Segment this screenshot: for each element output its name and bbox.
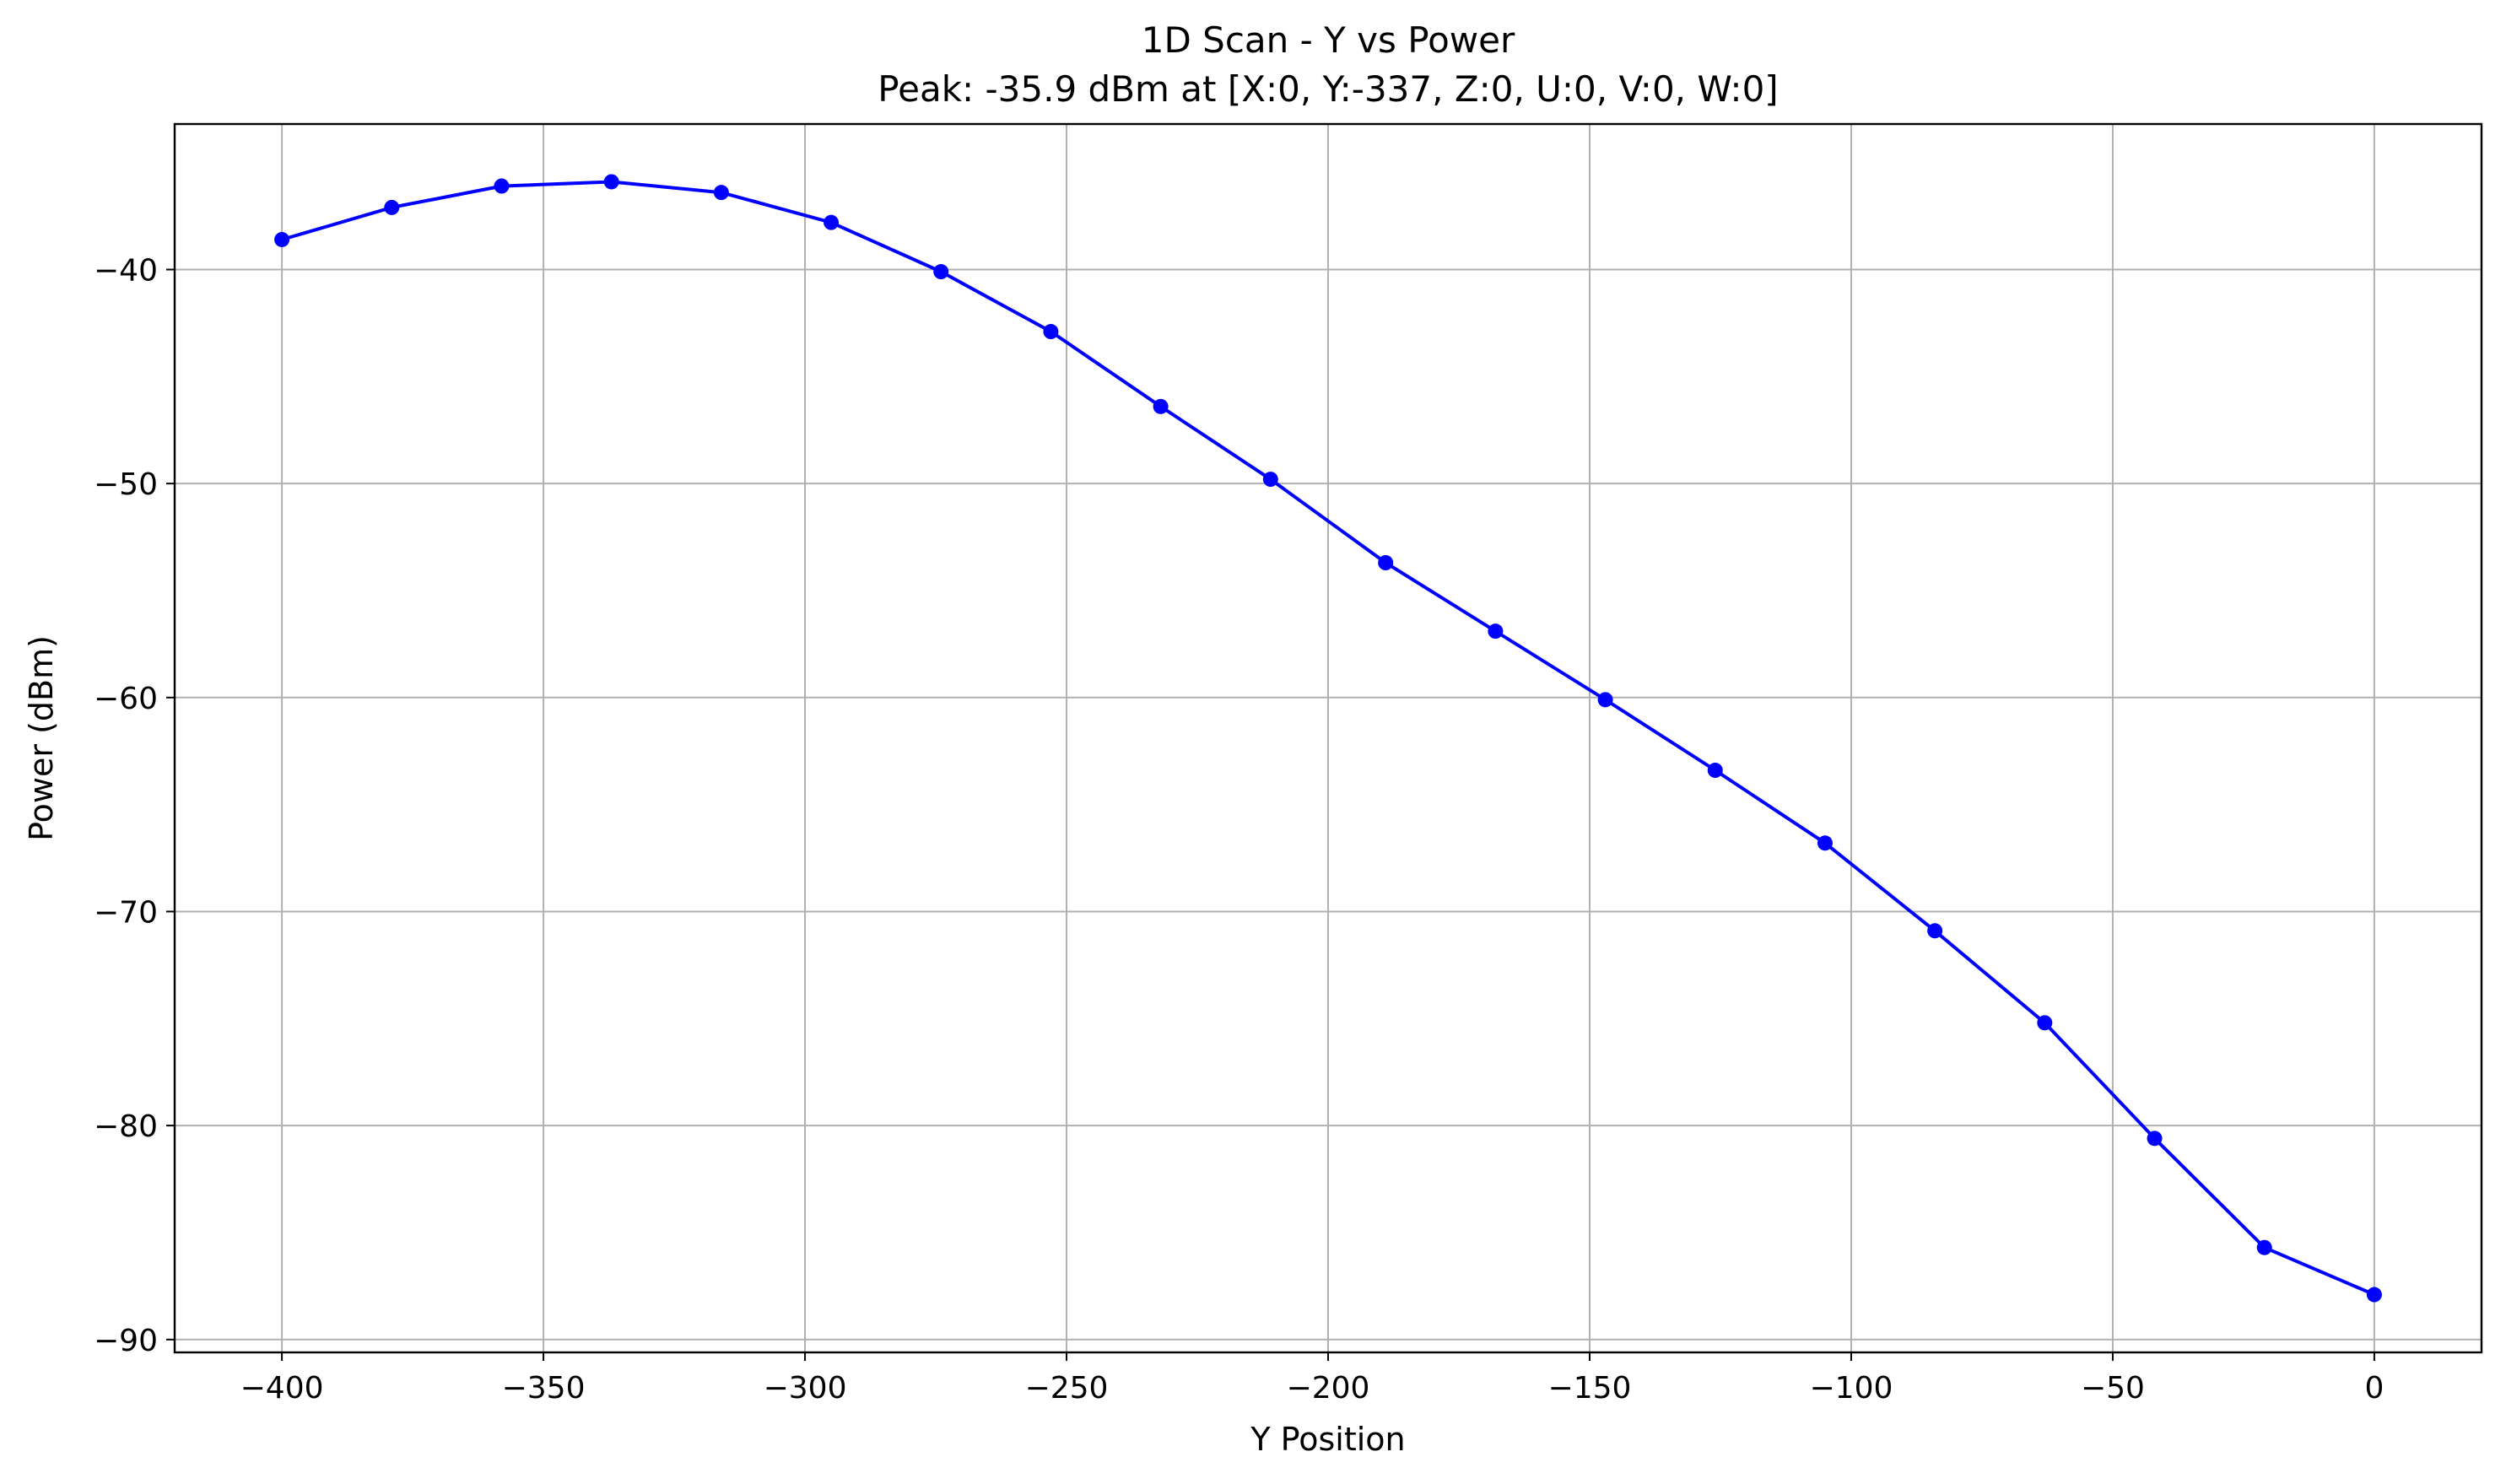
data-point bbox=[274, 231, 290, 247]
data-point bbox=[933, 264, 949, 280]
data-point bbox=[1043, 324, 1059, 340]
y-tick-label: −50 bbox=[94, 467, 158, 502]
data-point bbox=[1153, 398, 1169, 414]
data-point bbox=[2366, 1287, 2382, 1303]
data-point bbox=[1488, 623, 1504, 639]
y-axis-label: Power (dBm) bbox=[23, 635, 60, 841]
y-tick-label: −70 bbox=[94, 895, 158, 930]
data-point bbox=[824, 214, 840, 230]
data-series bbox=[274, 174, 2382, 1303]
x-tick-label: 0 bbox=[2364, 1371, 2384, 1406]
data-point bbox=[713, 185, 729, 201]
x-tick-label: −300 bbox=[764, 1371, 847, 1406]
data-point bbox=[2147, 1131, 2163, 1147]
x-tick-label: −150 bbox=[1548, 1371, 1632, 1406]
data-point bbox=[1262, 472, 1278, 488]
data-point bbox=[2037, 1015, 2053, 1031]
x-tick-label: −200 bbox=[1287, 1371, 1370, 1406]
data-point bbox=[494, 178, 510, 194]
data-point bbox=[384, 199, 400, 215]
y-tick-label: −40 bbox=[94, 253, 158, 288]
x-tick-label: −50 bbox=[2081, 1371, 2145, 1406]
chart-subtitle: Peak: -35.9 dBm at [X:0, Y:-337, Z:0, U:… bbox=[878, 68, 1778, 110]
x-tick-label: −350 bbox=[502, 1371, 586, 1406]
x-tick-label: −100 bbox=[1810, 1371, 1893, 1406]
grid-lines bbox=[175, 124, 2482, 1352]
data-point bbox=[1707, 763, 1723, 779]
axis-ticks: −400 −350 −300 −250 −200 −150 −100 −50 0 −90 −80 −7… bbox=[94, 253, 2384, 1406]
data-point bbox=[1378, 555, 1394, 570]
x-tick-label: −400 bbox=[240, 1371, 324, 1406]
x-tick-label: −250 bbox=[1025, 1371, 1109, 1406]
data-point bbox=[603, 174, 619, 190]
chart-title: 1D Scan - Y vs Power bbox=[1142, 19, 1515, 61]
data-point bbox=[1927, 923, 1943, 939]
data-point bbox=[1597, 692, 1613, 708]
y-tick-label: −60 bbox=[94, 682, 158, 716]
y-tick-label: −80 bbox=[94, 1109, 158, 1144]
series-line bbox=[281, 180, 2375, 1297]
y-tick-label: −90 bbox=[94, 1324, 158, 1358]
data-point bbox=[1817, 835, 1833, 851]
data-point bbox=[2256, 1239, 2272, 1255]
x-axis-label: Y Position bbox=[1250, 1421, 1405, 1458]
